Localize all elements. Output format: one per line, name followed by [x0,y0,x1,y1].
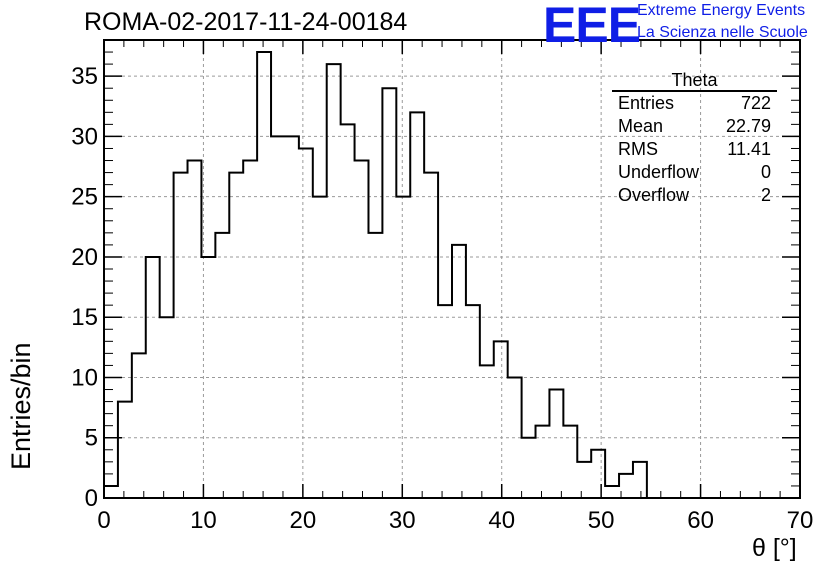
stats-value: 0 [760,162,771,182]
stats-label: Underflow [618,162,700,182]
y-tick-label: 10 [71,364,98,391]
logo-line-1: Extreme Energy Events [637,2,806,19]
eee-logo: EEE [543,0,641,53]
x-tick-label: 20 [290,507,317,534]
x-axis-label: θ [°] [752,534,797,562]
x-tick-label: 40 [488,507,515,534]
y-tick-label: 35 [71,63,98,90]
logo-line-2: La Scienza nelle Scuole [637,24,808,41]
y-tick-label: 20 [71,244,98,271]
y-axis-label: Entries/bin [6,342,36,470]
y-tick-label: 0 [85,485,98,512]
y-tick-label: 5 [85,425,98,452]
stats-label: Entries [618,93,675,113]
stats-value: 722 [740,93,771,113]
stats-row-entries: Entries 722 [612,92,777,115]
x-tick-label: 30 [389,507,416,534]
x-tick-label: 0 [97,507,110,534]
axis-ticks [103,39,801,499]
y-tick-label: 30 [71,123,98,150]
stats-row-overflow: Overflow 2 [612,184,777,207]
page-title: ROMA-02-2017-11-24-00184 [84,8,408,36]
y-tick-label: 25 [71,184,98,211]
histogram-outline [103,51,800,499]
stats-row-underflow: Underflow 0 [612,161,777,184]
stats-row-rms: RMS 11.41 [612,138,777,161]
stats-value: 22.79 [725,116,771,136]
stats-box: Theta Entries 722 Mean 22.79 RMS 11.41 Unde… [612,70,777,207]
y-tick-label: 15 [71,304,98,331]
stats-label: RMS [618,139,658,159]
x-tick-label: 70 [787,507,814,534]
x-tick-label: 60 [687,507,714,534]
stats-label: Overflow [618,185,690,205]
stats-title: Theta [612,70,777,92]
stats-row-mean: Mean 22.79 [612,115,777,138]
x-tick-label: 50 [588,507,615,534]
stats-label: Mean [618,116,664,136]
stats-value: 2 [760,185,771,205]
x-tick-label: 10 [190,507,217,534]
stats-value: 11.41 [727,139,771,159]
